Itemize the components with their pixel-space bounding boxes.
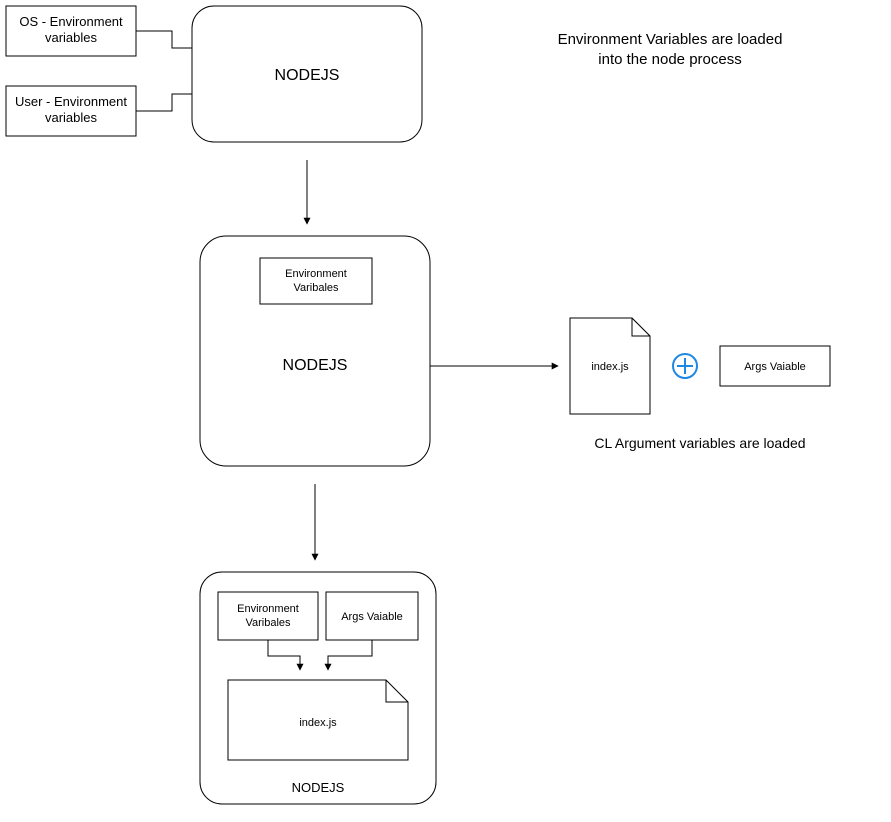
os-env-label-line2: variables [45, 30, 98, 45]
args-box-1: Args Vaiable [720, 346, 830, 386]
file-indexjs-2-label: index.js [299, 717, 337, 729]
nodejs-box-3: Environment Varibales Args Vaiable index… [200, 572, 436, 804]
plus-icon [673, 354, 697, 378]
edge-os-to-node1 [136, 31, 192, 48]
caption-top-line2: into the node process [598, 51, 741, 68]
file-indexjs-2: index.js [228, 680, 408, 760]
caption-top-line1: Environment Variables are loaded [558, 31, 783, 48]
file-indexjs-1-label: index.js [591, 361, 629, 373]
node2-inner-env-line2: Varibales [293, 282, 339, 294]
node3-inner-env-box [218, 592, 318, 640]
nodejs-box-2: Environment Varibales NODEJS [200, 236, 430, 466]
user-env-label-line2: variables [45, 110, 98, 125]
nodejs-box-3-label: NODEJS [292, 780, 345, 795]
file-indexjs-1: index.js [570, 318, 650, 414]
os-env-box: OS - Environment variables [6, 6, 136, 56]
edge-user-to-node1 [136, 94, 192, 111]
node3-inner-env-line1: Environment [237, 603, 299, 615]
node2-inner-env-line1: Environment [285, 268, 347, 280]
node3-inner-args-label: Args Vaiable [341, 611, 403, 623]
args-box-1-label: Args Vaiable [744, 361, 806, 373]
nodejs-box-1: NODEJS [192, 6, 422, 142]
node2-inner-env-box [260, 258, 372, 304]
user-env-label-line1: User - Environment [15, 94, 127, 109]
nodejs-box-2-label: NODEJS [283, 357, 348, 374]
os-env-label-line1: OS - Environment [19, 14, 123, 29]
node3-inner-env-line2: Varibales [245, 617, 291, 629]
user-env-box: User - Environment variables [6, 86, 136, 136]
nodejs-box-1-label: NODEJS [275, 67, 340, 84]
caption-middle: CL Argument variables are loaded [594, 435, 805, 451]
